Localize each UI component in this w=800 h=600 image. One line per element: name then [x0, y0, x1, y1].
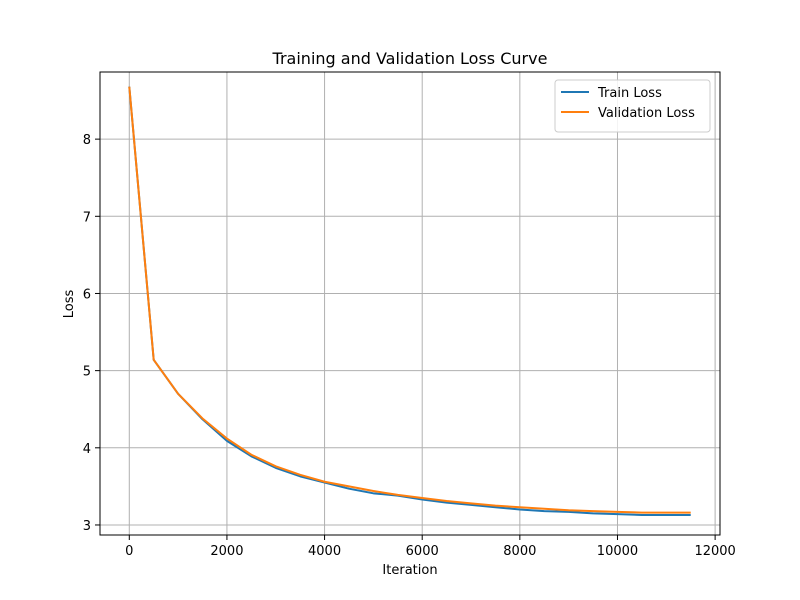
y-tick-label: 4: [83, 442, 91, 457]
x-tick-label: 2000: [210, 544, 243, 559]
x-tick-label: 10000: [597, 544, 638, 559]
x-axis-label: Iteration: [382, 563, 437, 578]
x-tick-label: 6000: [406, 544, 439, 559]
legend-box: [554, 79, 711, 133]
legend-entry-label: Validation Loss: [598, 106, 695, 121]
x-tick-label: 12000: [694, 544, 735, 559]
y-tick-label: 7: [83, 210, 91, 225]
grid: [100, 72, 720, 535]
y-tick-label: 6: [83, 287, 91, 302]
plot-frame: [99, 71, 721, 536]
legend: Train Loss Validation Loss: [554, 79, 711, 133]
x-tick-label: 0: [125, 544, 133, 559]
y-tick-label: 3: [83, 519, 91, 534]
series-line-validation-loss: [128, 86, 691, 514]
y-tick-label: 8: [83, 133, 91, 148]
y-tick-label: 5: [83, 365, 91, 380]
y-axis-label: Loss: [62, 290, 77, 319]
legend-entry-label: Train Loss: [597, 86, 662, 101]
series-lines: [128, 86, 691, 516]
x-tick-label: 8000: [503, 544, 536, 559]
y-axis-ticks: 3 4 5 6 7 8: [83, 133, 100, 534]
series-line-train-loss: [128, 86, 691, 516]
x-tick-label: 4000: [308, 544, 341, 559]
x-axis-ticks: 0 2000 4000 6000 8000 10000 12000: [125, 535, 736, 559]
chart-title: Training and Validation Loss Curve: [272, 49, 548, 68]
